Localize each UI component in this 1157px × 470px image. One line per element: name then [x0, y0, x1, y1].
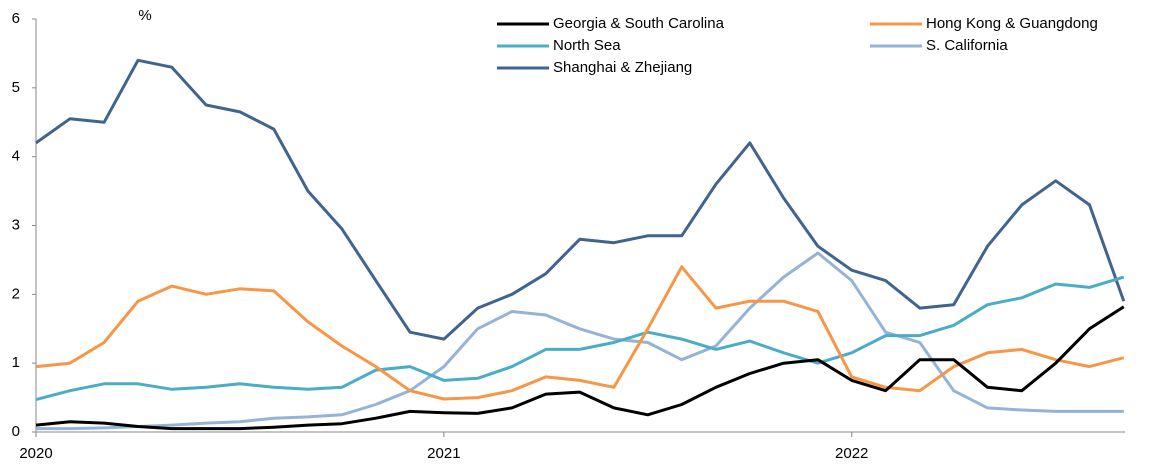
- series-line: [35, 265, 1125, 401]
- y-tick-label: 6: [12, 10, 20, 27]
- x-tick-label: 2021: [427, 445, 460, 462]
- series-line: [35, 305, 1125, 431]
- y-tick-label: 4: [12, 148, 20, 165]
- y-tick-label: 0: [12, 423, 20, 440]
- legend-label: North Sea: [553, 37, 621, 54]
- y-axis-label: %: [138, 7, 151, 24]
- series-line: [36, 251, 1124, 431]
- y-tick-label: 2: [12, 285, 20, 302]
- series-line: [35, 275, 1125, 402]
- y-tick-label: 3: [12, 216, 20, 233]
- legend-label: Hong Kong & Guangdong: [926, 15, 1098, 32]
- legend-label: Georgia & South Carolina: [553, 15, 725, 32]
- x-tick-label: 2020: [19, 445, 52, 462]
- x-tick-label: 2022: [835, 445, 868, 462]
- legend-label: S. California: [926, 37, 1008, 54]
- y-tick-label: 5: [12, 79, 20, 96]
- y-tick-label: 1: [12, 354, 20, 371]
- legend-label: Shanghai & Zhejiang: [553, 59, 692, 76]
- series-line: [35, 58, 1126, 341]
